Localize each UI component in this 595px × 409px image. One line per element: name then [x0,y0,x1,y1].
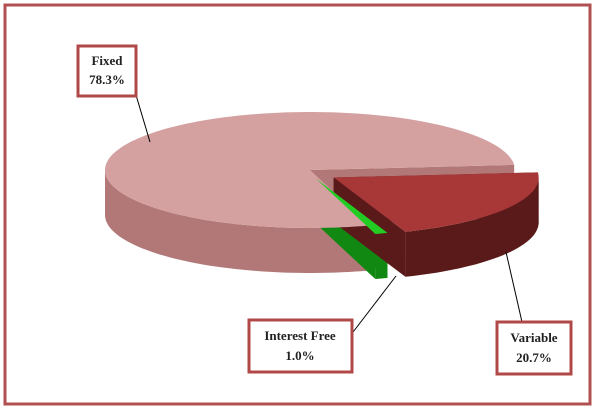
slice-value: 20.7% [516,350,552,365]
pie [105,112,539,279]
slice-label: Variable [510,330,557,345]
leader-line [135,94,151,143]
slice-side [105,170,370,273]
label-box [76,44,138,98]
slice-label: Interest Free [264,328,336,343]
leader-line [505,251,523,323]
slice-value: 1.0% [285,348,314,363]
slice [315,178,388,234]
slice [105,112,515,228]
slice-label: Fixed [91,53,123,68]
slice-value: 78.3% [89,72,125,87]
label-box [495,320,573,376]
leader-line [349,275,397,337]
slice [333,172,539,232]
slice-side [405,178,539,277]
label-box [247,318,354,374]
